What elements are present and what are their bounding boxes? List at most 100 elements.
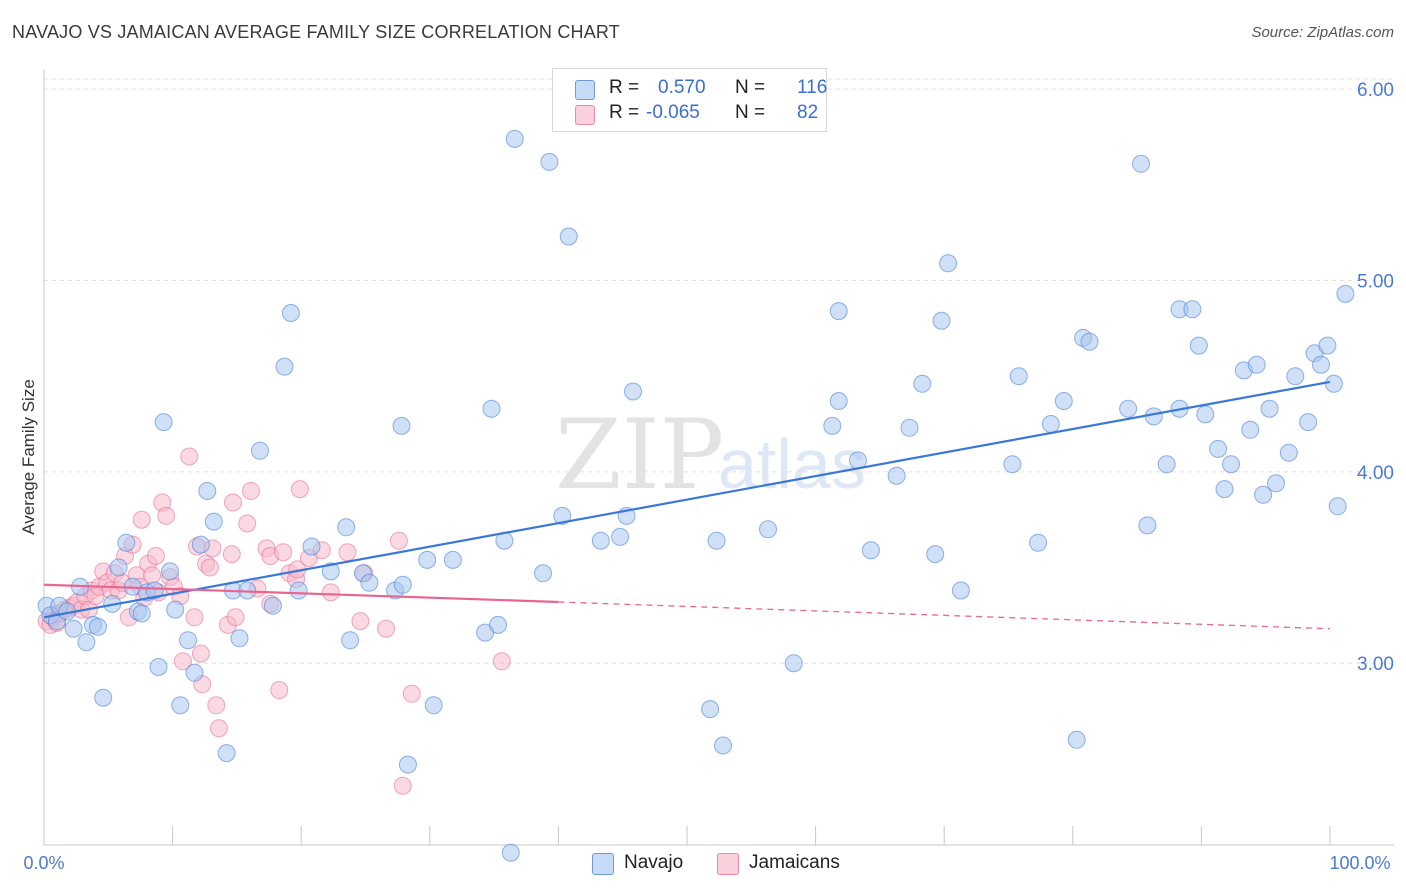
navajo-point [482,399,501,418]
navajo-point [1003,455,1022,474]
navajo-point [145,581,164,600]
navajo-point [714,736,732,755]
navajo-point [398,755,417,774]
navajo-point [393,575,412,594]
legend-n-label: N = [735,102,766,123]
navajo-point [707,531,726,550]
jamaicans-point [393,776,412,795]
jamaicans-point [274,543,293,562]
navajo-point [302,537,321,556]
navajo-point [759,520,777,539]
trend-lines [43,380,1331,630]
jamaicans-point [402,684,421,703]
navajo-point [1222,455,1240,474]
navajo-point [418,550,437,569]
y-tick-labels: 3.00 4.00 5.00 6.00 [1357,80,1394,675]
navajo-point [230,629,249,648]
navajo-point [489,615,507,634]
navajo-point [117,533,136,552]
navajo-point [1260,399,1279,418]
navajo-point [1189,336,1208,355]
jamaicans-point [242,482,260,500]
navajo-point [392,416,411,435]
correlation-legend: R = 0.570 N = 116 R = -0.065 N = 82 [552,68,827,132]
legend-n-value: 116 [797,77,828,98]
jamaicans-point [200,558,219,577]
jamaicans-point [377,619,396,638]
navajo-point [179,631,197,650]
navajo-point [784,654,803,673]
navajo-point [861,541,880,560]
navajo-point [149,658,168,676]
navajo-point [1254,485,1273,504]
legend-r-value: 0.570 [658,77,706,98]
jamaicans-point [209,719,228,738]
navajo-point [185,663,204,682]
navajo-point [217,744,236,763]
navajo-point [939,254,958,273]
navajo-point [534,564,552,583]
navajo-point [94,688,113,707]
jamaicans-trend-extension [558,601,1331,630]
jamaicans-point [132,510,151,529]
x-ticks [172,826,1331,845]
bottom-legend-label: Jamaicans [749,852,840,873]
navajo-point [166,600,185,619]
navajo-point [540,152,559,171]
navajo-point [171,696,190,715]
watermark: ZIP atlas [555,399,866,511]
navajo-point [829,392,848,410]
navajo-point [263,596,282,615]
navajo-point [1328,497,1347,516]
navajo-point [109,558,128,577]
navajo-point [900,418,919,437]
navajo-point [505,129,524,148]
navajo-point [553,506,572,525]
navajo-point [204,512,223,531]
legend-r-label: R = [609,102,640,123]
navajo-point [89,617,107,636]
navajo-point [591,531,610,550]
jamaicans-point [238,514,257,533]
navajo-point [1312,355,1330,374]
navajo-point [281,304,300,322]
jamaicans-point [185,608,204,627]
legend-n-value: 82 [797,102,819,123]
x-tick-label-min: 0.0% [23,853,64,873]
x-tick-label-max: 100.0% [1329,853,1390,873]
navajo-point [559,227,578,246]
jamaicans-point [143,566,161,585]
y-tick-label: 3.00 [1357,654,1394,675]
navajo-point [275,357,294,376]
navajo-point [701,700,720,719]
navajo-point [337,518,356,537]
navajo-point [154,413,173,432]
navajo-point [1067,730,1086,749]
navajo-point [611,527,630,546]
chart-title: NAVAJO VS JAMAICAN AVERAGE FAMILY SIZE C… [12,22,620,42]
jamaicans-point [222,545,241,564]
jamaicans-point [191,644,210,663]
navajo-point [198,482,217,500]
navajo-point [1054,392,1073,410]
y-tick-label: 5.00 [1357,271,1394,292]
watermark-atlas: atlas [718,425,866,503]
jamaicans-point [207,696,226,715]
navajo-point [341,631,360,650]
navajo-point [1279,443,1298,462]
navajo-point [1080,332,1099,351]
jamaicans-point [321,583,340,602]
navajo-point [501,843,520,862]
jamaicans-point [290,480,309,499]
watermark-zip: ZIP [555,399,724,511]
y-axis-label: Average Family Size [19,379,38,535]
y-tick-label: 6.00 [1357,80,1394,101]
jamaicans-point [146,547,165,565]
navajo-point [1119,399,1138,418]
navajo-point [360,573,379,592]
navajo-point [1183,300,1202,319]
jamaicans-point [173,652,192,671]
jamaicans-point [270,681,289,699]
jamaicans-point [226,608,245,627]
